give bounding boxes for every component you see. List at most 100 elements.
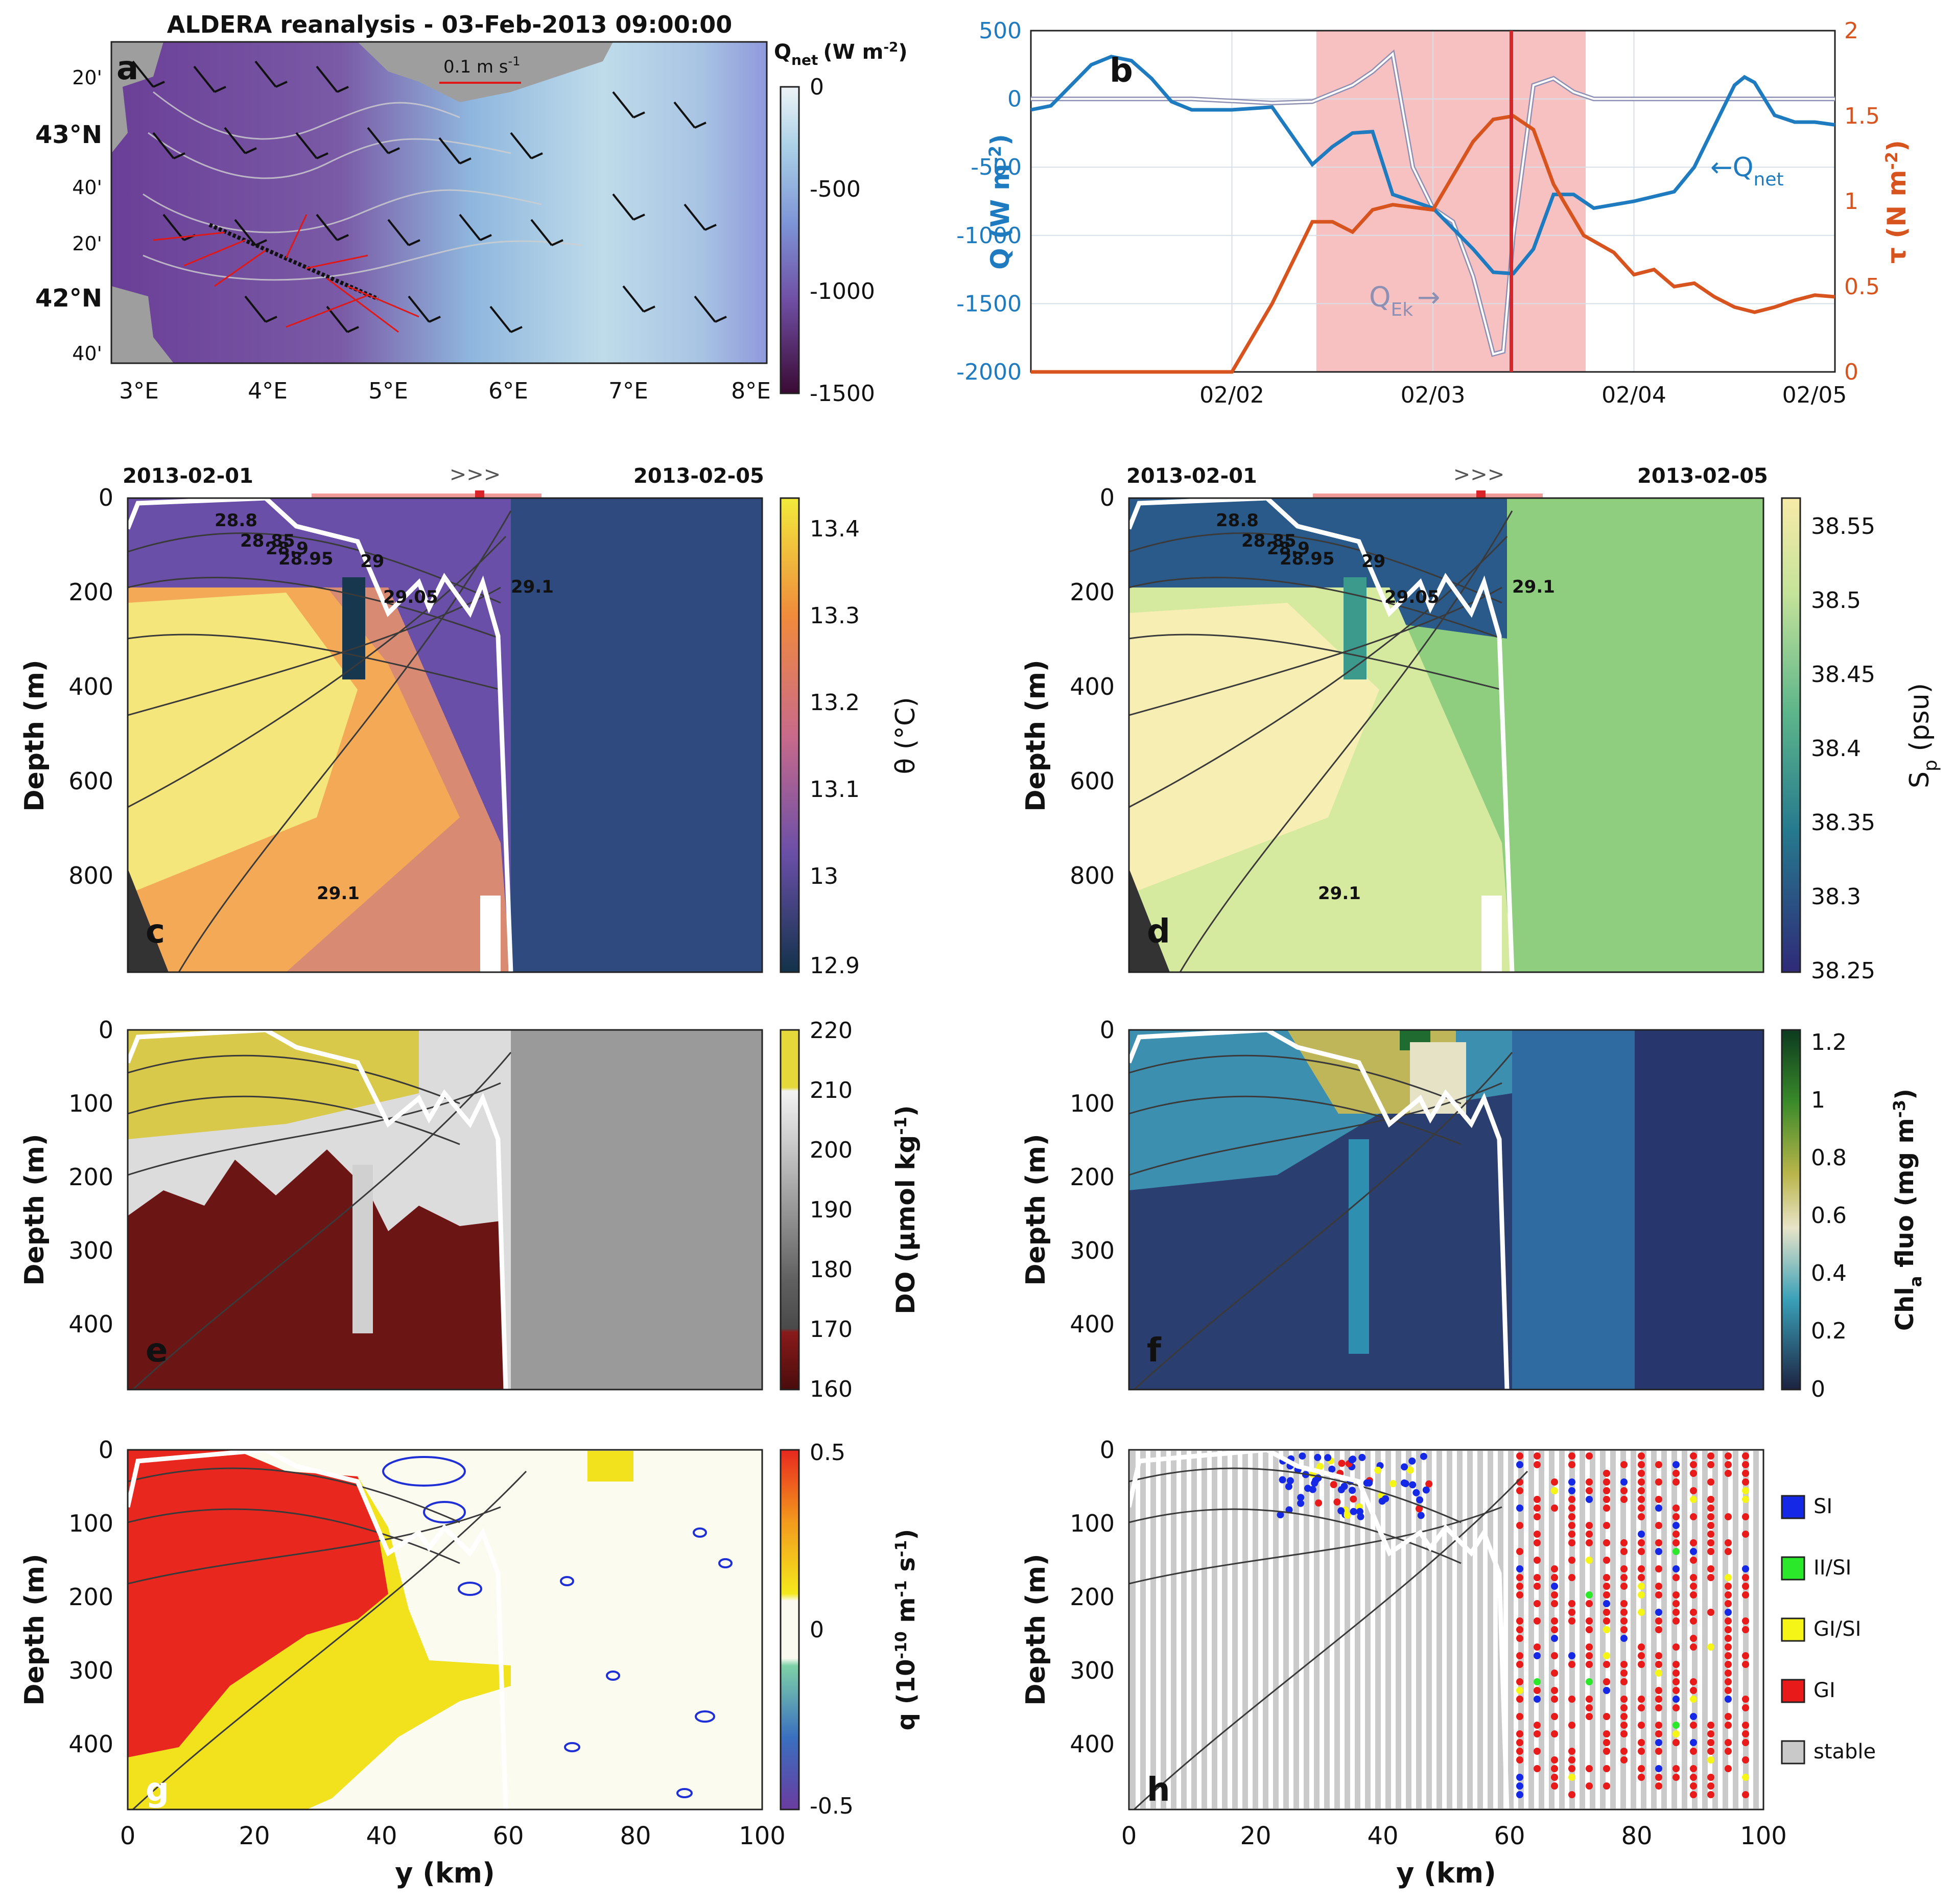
panel-d-colorbar-ticks: 38.55 38.5 38.45 38.4 38.35 38.3 38.25 [1811, 513, 1875, 984]
panel-h-instability-points [1277, 1452, 1749, 1798]
svg-text:400: 400 [1070, 673, 1115, 700]
instability-point [1690, 1696, 1697, 1703]
instability-point [1620, 1678, 1628, 1685]
panel-c-date-end: 2013-02-05 [633, 464, 764, 488]
instability-point [1534, 1600, 1541, 1607]
instability-point [1707, 1774, 1714, 1781]
svg-text:220: 220 [810, 1018, 853, 1044]
instability-point [1586, 1678, 1593, 1685]
svg-text:28.95: 28.95 [278, 549, 334, 569]
instability-point [1725, 1670, 1732, 1677]
instability-point [1516, 1583, 1523, 1590]
instability-point [1725, 1626, 1732, 1633]
instability-point [1673, 1774, 1680, 1781]
stable-profile-stripe [1692, 1451, 1698, 1808]
svg-text:0: 0 [1100, 484, 1115, 511]
instability-point [1673, 1730, 1680, 1737]
instability-point [1417, 1512, 1425, 1519]
stable-profile-stripe [1222, 1451, 1228, 1808]
instability-point [1586, 1661, 1593, 1668]
instability-point [1742, 1617, 1749, 1625]
instability-point [1742, 1626, 1749, 1633]
panel-e-letter: e [146, 1332, 168, 1370]
stable-profile-stripe [1682, 1451, 1687, 1808]
svg-text:300: 300 [1070, 1237, 1115, 1264]
instability-point [1603, 1591, 1610, 1599]
instability-point [1725, 1574, 1732, 1581]
instability-point [1742, 1661, 1749, 1668]
stable-profile-stripe [1661, 1451, 1667, 1808]
instability-point [1742, 1565, 1749, 1572]
instability-point [1425, 1480, 1433, 1488]
stable-profile-stripe [1600, 1451, 1606, 1808]
stable-profile-stripe [1559, 1451, 1565, 1808]
instability-point [1620, 1696, 1628, 1703]
stable-profile-stripe [1242, 1451, 1248, 1808]
panel-a-y-ticks: 20' 40' 20' 40' 43°N 42°N [35, 66, 102, 365]
instability-point [1725, 1661, 1732, 1668]
instability-point [1400, 1479, 1408, 1487]
instability-point [1638, 1739, 1645, 1746]
svg-text:13.3: 13.3 [810, 603, 860, 629]
instability-point [1655, 1539, 1662, 1546]
svg-text:38.25: 38.25 [1811, 958, 1875, 984]
instability-point [1707, 1539, 1714, 1546]
instability-point [1551, 1782, 1558, 1790]
instability-point [1586, 1704, 1593, 1711]
instability-point [1603, 1713, 1610, 1720]
instability-point [1534, 1496, 1541, 1503]
svg-text:13.1: 13.1 [810, 777, 860, 803]
svg-text:400: 400 [1070, 1730, 1115, 1758]
stable-profile-stripe [1202, 1451, 1207, 1808]
svg-text:29: 29 [360, 551, 384, 572]
panel-h-frame [1128, 1449, 1764, 1811]
instability-point [1551, 1591, 1558, 1599]
legend-label-stable: stable [1813, 1740, 1876, 1764]
series-tau [1031, 114, 1835, 374]
panel-g-x-ticks: 0 20 40 60 80 100 [120, 1822, 786, 1850]
instability-point [1725, 1591, 1732, 1599]
instability-point [1707, 1522, 1714, 1529]
instability-point [1412, 1489, 1420, 1496]
svg-text:40': 40' [72, 342, 102, 365]
svg-text:200: 200 [1070, 578, 1115, 606]
panel-f-frame [1128, 1029, 1764, 1391]
svg-text:38.3: 38.3 [1811, 884, 1861, 910]
stable-profile-stripe [1314, 1451, 1320, 1808]
instability-point [1516, 1756, 1523, 1764]
instability-point [1534, 1687, 1541, 1694]
instability-point [1586, 1600, 1593, 1607]
instability-point [1328, 1465, 1336, 1473]
stable-profile-stripe [1130, 1451, 1136, 1808]
instability-point [1638, 1531, 1645, 1538]
panel-c-ylabel: Depth (m) [19, 660, 50, 811]
instability-point [1568, 1756, 1575, 1764]
stable-profile-stripe [1671, 1451, 1677, 1808]
svg-text:100: 100 [1070, 1090, 1115, 1117]
instability-point [1655, 1661, 1662, 1668]
instability-point [1603, 1626, 1610, 1633]
instability-point [1620, 1478, 1628, 1486]
panel-b-left-ticks: 500 0 -500 -1000 -1500 -2000 [956, 18, 1022, 385]
instability-point [1620, 1600, 1628, 1607]
instability-point [1603, 1748, 1610, 1755]
instability-point [1673, 1678, 1680, 1685]
instability-point [1516, 1782, 1523, 1790]
instability-point [1416, 1505, 1423, 1513]
instability-point [1690, 1687, 1697, 1694]
panel-b-right-ticks: 2 1.5 1 0.5 0 [1844, 18, 1880, 385]
svg-text:38.45: 38.45 [1811, 662, 1875, 688]
instability-point [1690, 1713, 1697, 1720]
instability-point [1638, 1774, 1645, 1781]
instability-point [1655, 1505, 1662, 1512]
instability-point [1534, 1531, 1541, 1538]
instability-point [1603, 1617, 1610, 1625]
stable-profile-stripe [1263, 1451, 1268, 1808]
land-west [111, 42, 163, 153]
instability-point [1707, 1496, 1714, 1503]
instability-point [1620, 1722, 1628, 1729]
instability-point [1586, 1496, 1593, 1503]
instability-point [1655, 1617, 1662, 1625]
panel-a-title: ALDERA reanalysis - 03-Feb-2013 09:00:00 [167, 11, 732, 38]
instability-point [1516, 1652, 1523, 1659]
